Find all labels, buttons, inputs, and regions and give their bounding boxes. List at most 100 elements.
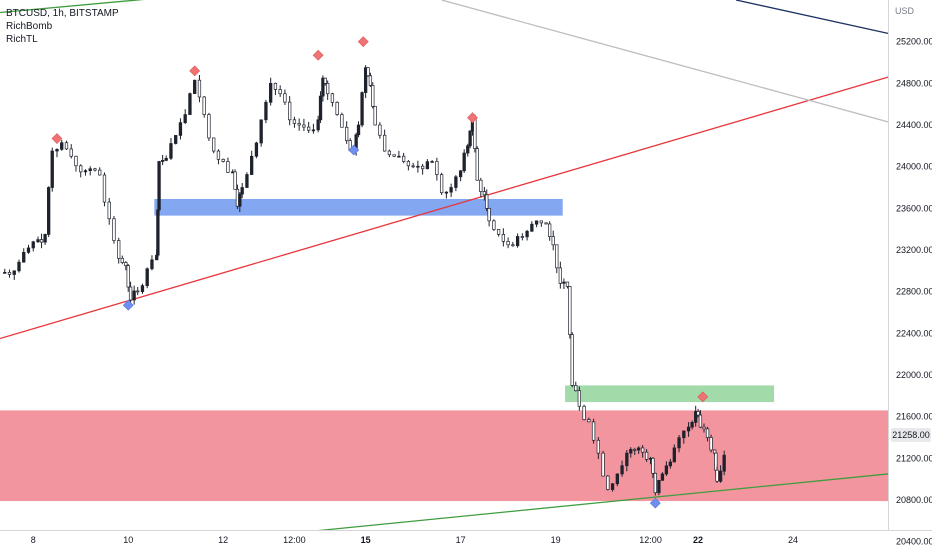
candle-body bbox=[468, 130, 472, 147]
candle-body bbox=[360, 92, 364, 126]
candle-body bbox=[136, 290, 140, 293]
candle-body bbox=[79, 165, 83, 173]
zone-green bbox=[565, 385, 775, 403]
price-axis-bg bbox=[888, 0, 932, 550]
candle-body bbox=[39, 239, 44, 243]
candle-body bbox=[297, 123, 301, 126]
bottom-diamond-marker bbox=[348, 144, 360, 156]
candle-body bbox=[156, 209, 160, 256]
candle-body bbox=[615, 473, 619, 485]
candle-body bbox=[323, 77, 327, 84]
candle-body bbox=[570, 334, 574, 386]
candle-body bbox=[587, 419, 591, 423]
candle-body bbox=[596, 439, 600, 454]
candle-body bbox=[193, 79, 197, 94]
candle-body bbox=[606, 475, 610, 490]
candle-body bbox=[202, 96, 206, 115]
indicator-richbomb[interactable]: RichBomb bbox=[6, 21, 53, 32]
candle-body bbox=[160, 160, 165, 162]
candle-body bbox=[485, 194, 489, 209]
candle-body bbox=[406, 161, 411, 167]
candle-body bbox=[657, 480, 661, 494]
x-tick-label: 22 bbox=[693, 535, 703, 545]
candle-body bbox=[311, 129, 316, 132]
candle-body bbox=[22, 251, 26, 263]
candle-body bbox=[637, 447, 641, 451]
candle-body bbox=[479, 179, 483, 192]
candle-body bbox=[238, 193, 242, 207]
bottom-diamond-marker bbox=[649, 497, 661, 509]
candle-body bbox=[316, 119, 320, 131]
y-tick-label: 22000.00 bbox=[896, 370, 932, 380]
candle-body bbox=[283, 93, 287, 103]
candle-body bbox=[444, 191, 449, 194]
currency-label: USD bbox=[895, 6, 915, 16]
candle-body bbox=[454, 176, 458, 188]
candle-body bbox=[174, 135, 178, 144]
candle-body bbox=[368, 75, 373, 86]
candle-body bbox=[117, 240, 121, 259]
candle-body bbox=[482, 191, 487, 196]
markers-layer bbox=[51, 36, 709, 509]
candle-body bbox=[302, 124, 306, 128]
candle-body bbox=[126, 265, 130, 288]
candle-body bbox=[718, 470, 723, 482]
y-tick-label: 21600.00 bbox=[896, 412, 932, 422]
candle-body bbox=[420, 165, 425, 170]
candle-body bbox=[321, 77, 325, 97]
symbol-label[interactable]: BTCUSD, 1h, BITSTAMP bbox=[6, 8, 119, 19]
indicator-richtl[interactable]: RichTL bbox=[6, 34, 38, 45]
y-tick-label: 25200.00 bbox=[896, 37, 932, 47]
candle-body bbox=[574, 385, 578, 392]
candle-body bbox=[345, 126, 349, 141]
candle-body bbox=[677, 437, 681, 449]
x-tick-label: 15 bbox=[361, 535, 371, 545]
zones-layer bbox=[0, 198, 888, 502]
candle-body bbox=[356, 124, 361, 136]
candle-body bbox=[475, 148, 479, 181]
candle-body bbox=[705, 428, 710, 438]
candle-body bbox=[326, 83, 330, 95]
candle-body bbox=[112, 218, 116, 241]
candle-body bbox=[544, 222, 548, 225]
candle-body bbox=[259, 119, 263, 144]
candle-body bbox=[702, 426, 706, 430]
candle-body bbox=[363, 67, 368, 93]
candle-body bbox=[715, 469, 719, 482]
candle-body bbox=[625, 452, 629, 467]
candle-body bbox=[496, 229, 501, 235]
y-tick-label: 24000.00 bbox=[896, 162, 932, 172]
candle-body bbox=[565, 281, 570, 287]
top-diamond-marker bbox=[189, 65, 201, 77]
candle-body bbox=[601, 452, 605, 477]
candle-body bbox=[430, 161, 434, 163]
x-tick-label: 12:00 bbox=[639, 535, 662, 545]
candle-body bbox=[672, 447, 676, 463]
candle-body bbox=[462, 152, 466, 172]
candle-body bbox=[26, 247, 31, 253]
candle-body bbox=[98, 169, 102, 176]
candle-body bbox=[473, 117, 477, 149]
candle-body bbox=[713, 449, 717, 454]
candle-body bbox=[690, 422, 694, 428]
candle-body bbox=[558, 267, 562, 284]
trendline-gray bbox=[441, 0, 889, 123]
candle-body bbox=[487, 208, 491, 222]
time-axis-bg bbox=[0, 530, 932, 550]
candle-body bbox=[120, 257, 124, 263]
candle-body bbox=[511, 244, 515, 247]
candle-body bbox=[629, 449, 633, 454]
candle-body bbox=[212, 137, 216, 152]
candle-body bbox=[318, 95, 323, 121]
x-tick-label: 17 bbox=[456, 535, 466, 545]
candle-body bbox=[335, 101, 339, 115]
candle-body bbox=[132, 290, 136, 301]
candle-body bbox=[60, 142, 64, 150]
x-tick-label: 19 bbox=[551, 535, 561, 545]
candle-body bbox=[64, 142, 69, 150]
candle-body bbox=[124, 262, 128, 266]
x-tick-label: 10 bbox=[123, 535, 133, 545]
